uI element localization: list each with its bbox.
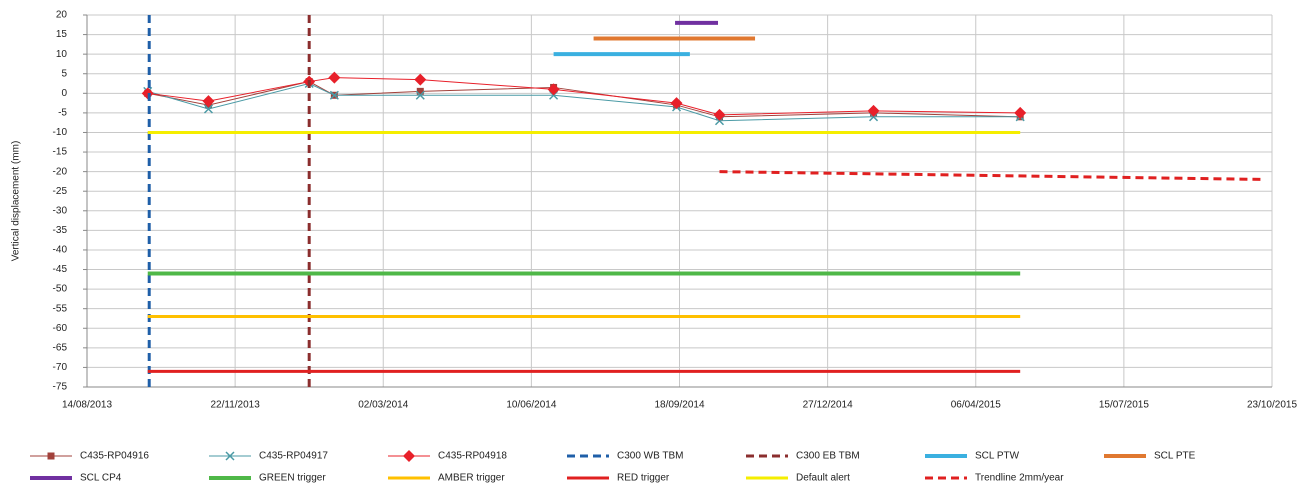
legend-label: GREEN trigger [259,473,326,484]
marker [670,97,683,110]
x-tick-label: 22/11/2013 [210,400,260,411]
x-tick-label: 23/10/2015 [1247,400,1297,411]
y-tick-label: 5 [61,68,67,79]
y-tick-label: -75 [53,382,68,393]
y-tick-label: -15 [53,147,68,158]
marker [202,95,215,108]
y-tick-label: -45 [53,264,68,275]
y-tick-label: -60 [53,323,68,334]
legend-label: Trendline 2mm/year [975,473,1064,484]
marker [414,73,427,86]
y-tick-label: -25 [53,186,68,197]
x-tick-label: 27/12/2014 [803,400,853,411]
legend-label: C435-RP04917 [259,451,328,462]
marker [203,104,213,114]
marker [225,451,235,461]
marker [403,450,415,462]
y-tick-label: -65 [53,342,68,353]
y-tick-label: -30 [53,205,68,216]
marker [415,90,425,100]
marker [416,87,424,95]
y-tick-label: -35 [53,225,68,236]
legend-label: C435-RP04916 [80,451,149,462]
legend-label: C300 EB TBM [796,451,860,462]
series-line [147,82,1021,122]
x-tick-label: 02/03/2014 [358,400,408,411]
y-tick-label: 0 [61,88,67,99]
marker [47,452,55,460]
marker [713,108,726,121]
legend-label: C300 WB TBM [617,451,684,462]
y-tick-label: -5 [58,108,67,119]
legend-label: SCL PTE [1154,451,1196,462]
y-tick-label: -10 [53,127,68,138]
x-tick-label: 14/08/2013 [62,400,112,411]
legend-label: SCL CP4 [80,473,122,484]
y-tick-label: 15 [56,29,68,40]
y-tick-label: 20 [56,10,68,21]
marker [1014,106,1027,119]
legend-label: Default alert [796,473,850,484]
legend-label: AMBER trigger [438,473,505,484]
y-axis-label: Vertical displacement (mm) [11,141,22,262]
y-tick-label: -55 [53,303,68,314]
y-tick-label: -40 [53,245,68,256]
legend-label: RED trigger [617,473,670,484]
y-tick-label: -70 [53,362,68,373]
series-line [147,77,1021,116]
x-tick-label: 18/09/2014 [654,400,704,411]
marker [547,83,560,96]
y-tick-label: -20 [53,166,68,177]
legend-label: SCL PTW [975,451,1020,462]
series-line [147,81,1021,118]
y-tick-label: 10 [56,49,68,60]
x-tick-label: 15/07/2015 [1099,400,1149,411]
legend-label: C435-RP04918 [438,451,507,462]
marker [329,90,339,100]
marker [328,71,341,84]
series-line [719,170,1265,181]
x-tick-label: 06/04/2015 [951,400,1001,411]
y-tick-label: -50 [53,284,68,295]
x-tick-label: 10/06/2014 [506,400,556,411]
marker [867,104,880,117]
